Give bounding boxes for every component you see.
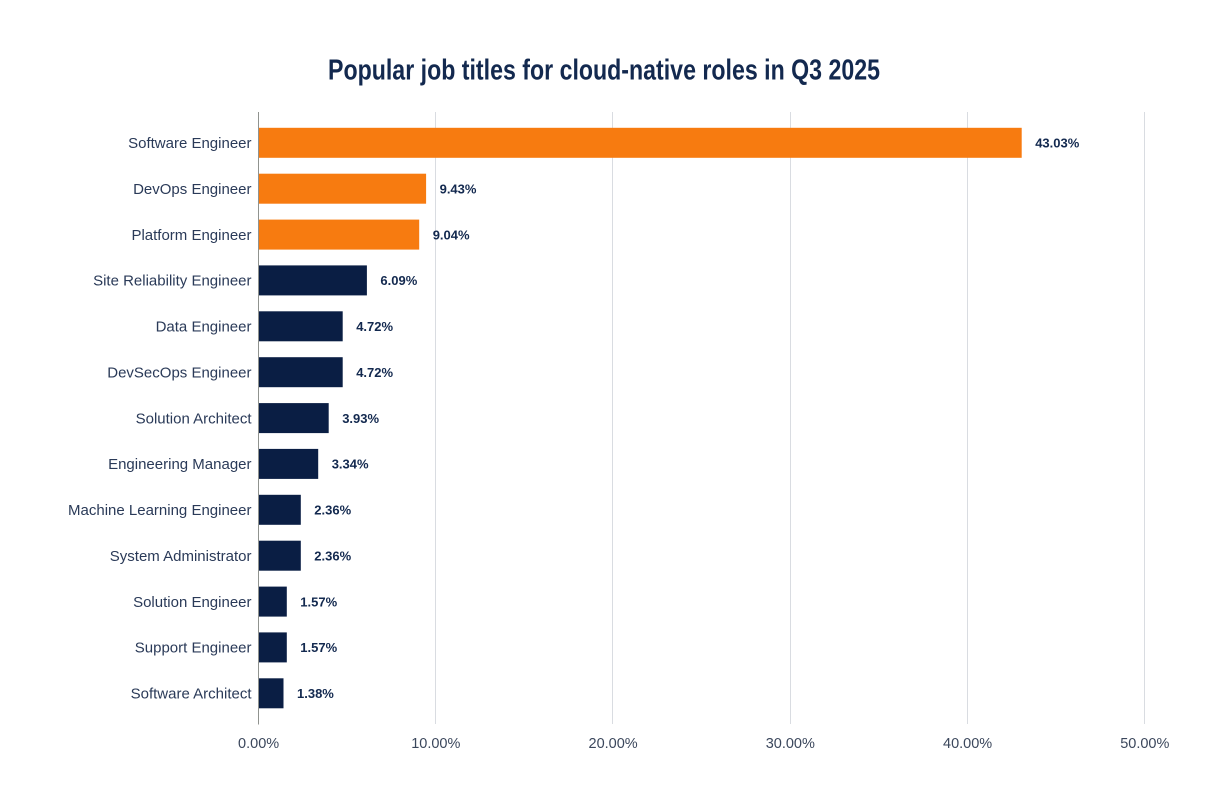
svg-text:System Administrator: System Administrator xyxy=(110,548,252,565)
svg-text:Platform Engineer: Platform Engineer xyxy=(131,227,251,244)
svg-text:Solution Engineer: Solution Engineer xyxy=(133,594,251,611)
svg-text:43.03%: 43.03% xyxy=(1035,136,1080,151)
svg-text:Engineering Manager: Engineering Manager xyxy=(108,456,251,473)
svg-text:DevOps Engineer: DevOps Engineer xyxy=(133,181,251,198)
svg-text:4.72%: 4.72% xyxy=(356,365,393,380)
svg-text:Site Reliability Engineer: Site Reliability Engineer xyxy=(93,273,251,290)
svg-text:9.43%: 9.43% xyxy=(440,181,477,196)
svg-text:Solution Architect: Solution Architect xyxy=(136,410,253,427)
svg-text:4.72%: 4.72% xyxy=(356,319,393,334)
svg-text:40.00%: 40.00% xyxy=(943,736,992,752)
svg-text:3.34%: 3.34% xyxy=(332,457,369,472)
svg-text:Machine Learning Engineer: Machine Learning Engineer xyxy=(68,502,251,519)
svg-text:3.93%: 3.93% xyxy=(342,411,379,426)
svg-text:50.00%: 50.00% xyxy=(1120,736,1169,752)
svg-text:1.57%: 1.57% xyxy=(300,640,337,655)
svg-text:Support Engineer: Support Engineer xyxy=(135,640,252,657)
svg-text:Software Architect: Software Architect xyxy=(131,686,253,703)
svg-text:30.00%: 30.00% xyxy=(766,736,815,752)
svg-text:Data Engineer: Data Engineer xyxy=(156,319,252,336)
svg-text:9.04%: 9.04% xyxy=(433,227,470,242)
svg-text:DevSecOps Engineer: DevSecOps Engineer xyxy=(107,365,251,382)
svg-text:Popular job titles for cloud-n: Popular job titles for cloud-native role… xyxy=(328,55,880,87)
svg-text:2.36%: 2.36% xyxy=(314,503,351,518)
svg-text:1.38%: 1.38% xyxy=(297,686,334,701)
svg-text:6.09%: 6.09% xyxy=(380,273,417,288)
svg-text:20.00%: 20.00% xyxy=(589,736,638,752)
svg-text:Software Engineer: Software Engineer xyxy=(128,135,251,152)
svg-text:0.00%: 0.00% xyxy=(238,736,279,752)
svg-text:10.00%: 10.00% xyxy=(411,736,460,752)
svg-text:1.57%: 1.57% xyxy=(300,594,337,609)
svg-text:2.36%: 2.36% xyxy=(314,548,351,563)
